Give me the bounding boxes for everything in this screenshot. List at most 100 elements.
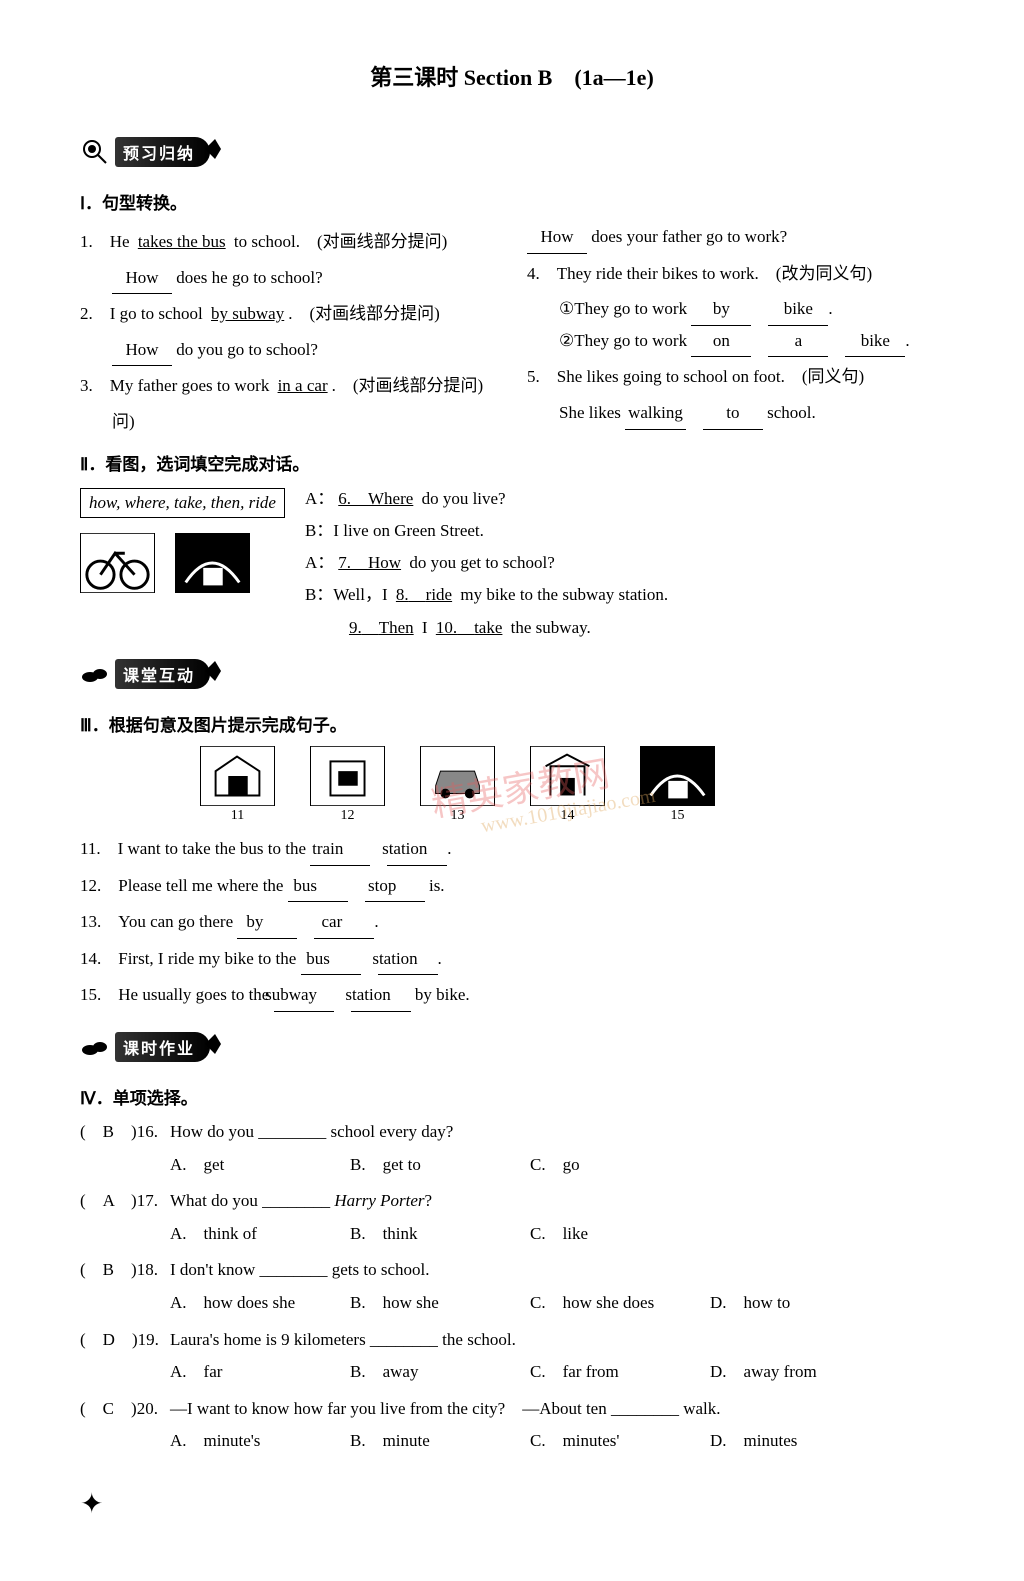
dialog-a2: A：7. How do you get to school? [305, 547, 944, 579]
q1-ans: How does he go to school? [112, 263, 497, 295]
q4-l2-b2: a [768, 326, 828, 358]
opt-20b: B. minute [350, 1426, 490, 1457]
q2: 2. I go to school by subway. (对画线部分提问) [80, 299, 497, 330]
q3-ans: How does your father go to work? [527, 222, 944, 254]
mc-18-ans: ( B )18. [80, 1255, 170, 1318]
a1-ans: Where [368, 489, 413, 508]
img-15: 15 [640, 746, 715, 824]
mc-20-content: —I want to know how far you live from th… [170, 1394, 944, 1457]
b2-post: my bike to the subway station. [456, 585, 668, 604]
num-18: 18. [137, 1260, 158, 1279]
a2-post: do you get to school? [405, 553, 555, 572]
mc-20: ( C )20. —I want to know how far you liv… [80, 1394, 944, 1457]
label-12: 12 [310, 808, 385, 824]
q15-pre: 15. He usually goes to the [80, 985, 274, 1004]
q11: 11. I want to take the bus to the train … [80, 834, 944, 866]
num-17: 17. [137, 1191, 158, 1210]
opt-20c: C. minutes' [530, 1426, 670, 1457]
dialog-right: A：6. Where do you live? B：I live on Gree… [305, 483, 944, 644]
q5-ans-post: school. [763, 403, 816, 422]
num-20: 20. [137, 1399, 158, 1418]
q-16: How do you ________ school every day? [170, 1117, 944, 1148]
part1-columns: 1. He takes the bus to school. (对画线部分提问)… [80, 222, 944, 438]
q14: 14. First, I ride my bike to the bus sta… [80, 944, 944, 976]
dialog-b1: B：I live on Green Street. [305, 515, 944, 547]
b2-ans: ride [426, 585, 452, 604]
a1-post: do you live? [417, 489, 505, 508]
opt-19d: D. away from [710, 1357, 850, 1388]
q11-b1: train [310, 834, 370, 866]
q4-l2-b1: on [691, 326, 751, 358]
opt-20d: D. minutes [710, 1426, 850, 1457]
opts-17: A. think of B. think C. like [170, 1219, 944, 1250]
q13-b2: car [314, 907, 374, 939]
magnifier-bear-icon [80, 137, 110, 167]
a2-pre: A： [305, 553, 334, 572]
opt-18a: A. how does she [170, 1288, 310, 1319]
part3-heading: Ⅲ．根据句意及图片提示完成句子。 [80, 711, 944, 736]
mc-17-content: What do you ________ Harry Porter? A. th… [170, 1186, 944, 1249]
subway-station-icon [640, 746, 715, 806]
q2-pre: 2. I go to school [80, 304, 207, 323]
section-header-2: 课堂互动 [80, 659, 210, 689]
q2-ans: How do you go to school? [112, 335, 497, 367]
col-right: How does your father go to work? 4. They… [527, 222, 944, 438]
q2-post: . (对画线部分提问) [288, 304, 440, 323]
q12-b2: stop [365, 871, 425, 903]
opt-17b: B. think [350, 1219, 490, 1250]
b3-num2-ans: 10. take [432, 618, 507, 637]
b3-num1-ans: 9. Then [345, 618, 418, 637]
q15: 15. He usually goes to the subway statio… [80, 980, 944, 1012]
word-box: how, where, take, then, ride [80, 488, 285, 518]
opt-17c: C. like [530, 1219, 670, 1250]
part3-images: 11 12 13 14 15 [200, 746, 944, 824]
q-20: —I want to know how far you live from th… [170, 1394, 944, 1425]
col-left: 1. He takes the bus to school. (对画线部分提问)… [80, 222, 497, 438]
mc-20-ans: ( C )20. [80, 1394, 170, 1457]
section-banner-3: 课时作业 [115, 1032, 210, 1062]
q2-ans-post: do you go to school? [172, 340, 318, 359]
opt-18c: C. how she does [530, 1288, 670, 1319]
q15-post: by bike. [411, 985, 470, 1004]
mc-16: ( B )16. How do you ________ school ever… [80, 1117, 944, 1180]
opt-19a: A. far [170, 1357, 310, 1388]
num-16: 16. [137, 1122, 158, 1141]
q13-pre: 13. You can go there [80, 912, 237, 931]
section-banner-2: 课堂互动 [115, 659, 210, 689]
opts-20: A. minute's B. minute C. minutes' D. min… [170, 1426, 944, 1457]
q3-ul: in a car [274, 376, 332, 395]
q4-l2-pre: ②They go to work [559, 331, 691, 350]
train-station-icon [200, 746, 275, 806]
opt-20a: A. minute's [170, 1426, 310, 1457]
b3-n2: 10. [436, 618, 457, 637]
q17-pre: What do you ________ [170, 1191, 334, 1210]
car-icon [420, 746, 495, 806]
a2-ans: How [368, 553, 401, 572]
bus-stop-icon [310, 746, 385, 806]
dialog-a1: A：6. Where do you live? [305, 483, 944, 515]
q1-ul: takes the bus [134, 232, 230, 251]
cloud-bear-icon-2 [80, 1032, 110, 1062]
q2-ul: by subway [207, 304, 288, 323]
subway-icon [175, 533, 250, 593]
opts-18: A. how does she B. how she C. how she do… [170, 1288, 944, 1319]
mc-19-content: Laura's home is 9 kilometers ________ th… [170, 1325, 944, 1388]
ans-17: A [103, 1191, 114, 1210]
mc-list: ( B )16. How do you ________ school ever… [80, 1117, 944, 1457]
img-13: 13 [420, 746, 495, 824]
q4-l2-b3: bike [845, 326, 905, 358]
q12: 12. Please tell me where the bus stop is… [80, 871, 944, 903]
b2-pre: B：Well，I [305, 585, 392, 604]
b3-n1: 9. [349, 618, 362, 637]
q3: 3. My father goes to work in a car. (对画线… [80, 371, 497, 402]
b2-num: 8. [396, 585, 409, 604]
a1-num-ans: 6. Where [334, 489, 417, 508]
q15-b2: station [351, 980, 411, 1012]
q11-b2: station [387, 834, 447, 866]
q11-pre: 11. I want to take the bus to the [80, 839, 310, 858]
opt-16a: A. get [170, 1150, 310, 1181]
q12-pre: 12. Please tell me where the [80, 876, 288, 895]
q17-italic: Harry Porter [334, 1191, 424, 1210]
q1-post: to school. (对画线部分提问) [230, 232, 448, 251]
mc-17: ( A )17. What do you ________ Harry Port… [80, 1186, 944, 1249]
